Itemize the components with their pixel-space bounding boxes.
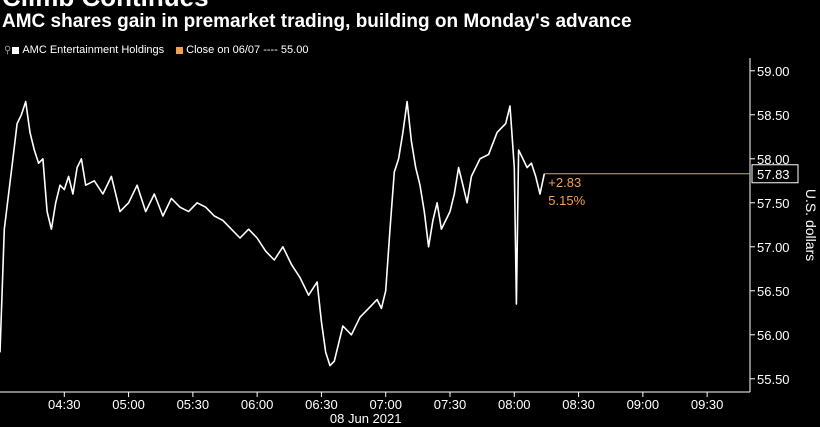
- legend-label-close: Close on 06/07 ---- 55.00: [186, 44, 309, 56]
- x-tick-label: 06:00: [241, 397, 274, 412]
- y-tick-label: 59.00: [757, 64, 790, 79]
- legend-swatch-close: [176, 46, 184, 54]
- change-abs-label: +2.83: [548, 175, 581, 190]
- change-pct-label: 5.15%: [548, 193, 585, 208]
- y-axis: 55.50 56.00 56.50 57.00 57.50 58.00 58.50 59.00…: [749, 58, 819, 392]
- y-tick-label: 57.00: [757, 240, 790, 255]
- last-value-box: [751, 164, 799, 184]
- annotations: 57.83 +2.83 5.15%: [544, 164, 799, 208]
- x-tick-label: 07:00: [369, 397, 402, 412]
- x-tick-label: 07:30: [434, 397, 467, 412]
- x-tick-label: 08:00: [498, 397, 531, 412]
- y-tick-label: 57.50: [757, 196, 790, 211]
- y-tick-label: 58.00: [757, 152, 790, 167]
- legend-item-amc: ⚲ AMC Entertainment Holdings: [4, 44, 164, 56]
- chart-subtitle: AMC shares gain in premarket trading, bu…: [2, 11, 632, 32]
- y-tick-label: 55.50: [757, 372, 790, 387]
- legend-swatch-amc: [12, 46, 20, 54]
- x-tick-label: 04:30: [48, 397, 81, 412]
- x-tick-label: 06:30: [305, 397, 338, 412]
- pin-icon: ⚲: [4, 45, 12, 56]
- series-line-amc: [0, 100, 546, 367]
- y-tick-label: 58.50: [757, 108, 790, 123]
- chart-title: Climb Continues: [2, 0, 209, 10]
- x-tick-label: 05:30: [177, 397, 210, 412]
- x-tick-label: 09:30: [691, 397, 724, 412]
- legend-item-close: Close on 06/07 ---- 55.00: [176, 44, 308, 56]
- y-tick-label: 56.00: [757, 328, 790, 343]
- legend-label-amc: AMC Entertainment Holdings: [22, 44, 165, 56]
- legend: ⚲ AMC Entertainment Holdings Close on 06/…: [4, 44, 308, 56]
- x-date-label: 08 Jun 2021: [330, 411, 402, 426]
- last-value-label: 57.83: [757, 167, 790, 182]
- x-axis: 04:30 05:00 05:30 06:00 06:30 07:00 07:30 08:00…: [0, 391, 750, 426]
- series-group: [0, 100, 546, 367]
- x-tick-label: 05:00: [112, 397, 145, 412]
- y-axis-title: U.S. dollars: [803, 189, 819, 261]
- x-tick-label: 09:00: [627, 397, 660, 412]
- y-tick-label: 56.50: [757, 284, 790, 299]
- x-tick-label: 08:30: [562, 397, 595, 412]
